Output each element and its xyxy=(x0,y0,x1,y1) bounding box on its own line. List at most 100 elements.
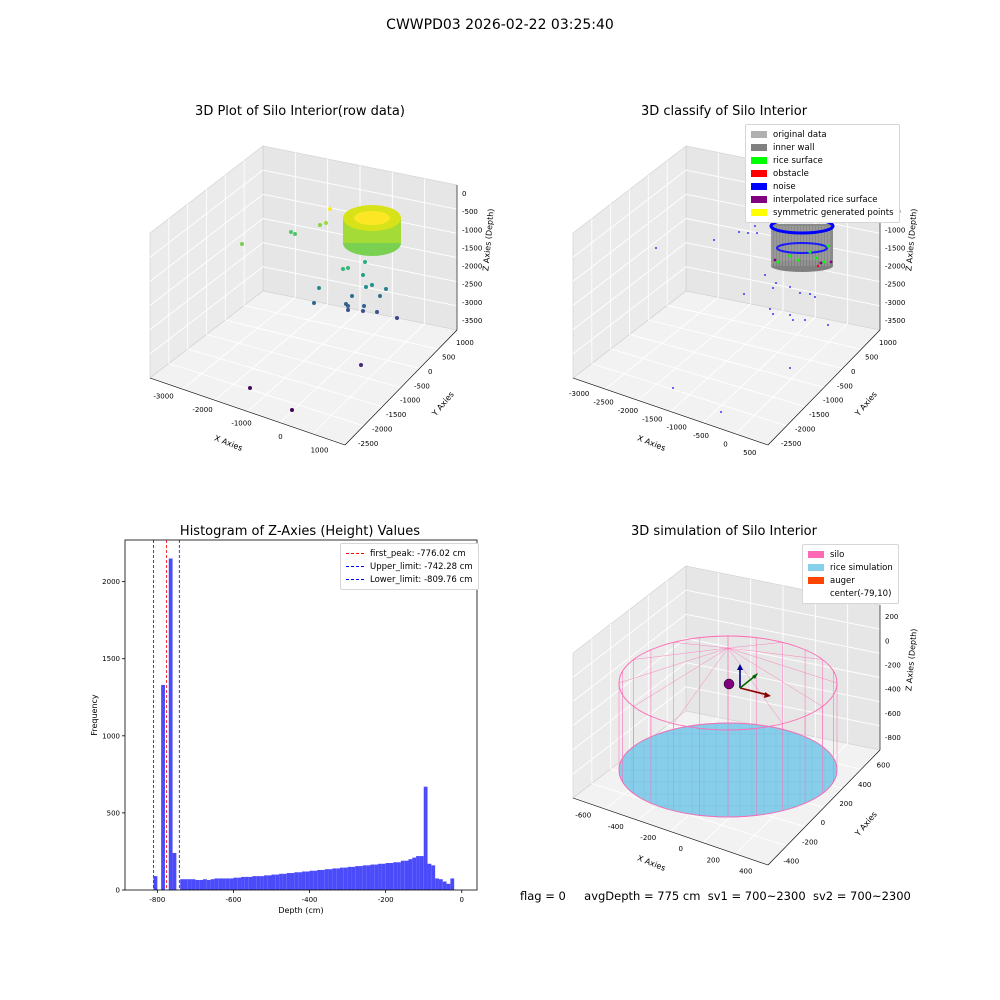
p1-data-point xyxy=(317,286,321,290)
p1-y-tick-label: -500 xyxy=(414,382,430,390)
histogram-y-tick-label: 1500 xyxy=(102,655,120,663)
p2-noise-point xyxy=(814,296,816,298)
histogram-bar xyxy=(233,877,238,890)
p1-y-tick-label: -1500 xyxy=(386,411,406,419)
p1-data-point xyxy=(346,304,350,308)
p4-x-axis-line xyxy=(572,797,769,866)
histogram-bar xyxy=(404,860,409,890)
histogram-bar xyxy=(313,870,318,890)
histogram-legend-swatch xyxy=(346,553,364,554)
histogram-bar xyxy=(336,868,341,890)
p2-noise-point xyxy=(799,292,801,294)
p2-legend-label: interpolated rice surface xyxy=(773,194,878,205)
p1-data-point xyxy=(346,308,350,312)
p2-legend-swatch xyxy=(751,144,767,151)
p4-z-axis-label: Z Axies (Depth) xyxy=(904,628,918,691)
histogram-bar xyxy=(385,863,390,890)
histogram-bar xyxy=(225,878,230,890)
histogram-y-tick-label: 1000 xyxy=(102,732,120,740)
panel2-title: 3D classify of Silo Interior xyxy=(640,104,808,119)
p2-legend-entry: original data xyxy=(751,128,894,141)
p4-center-y-arrow xyxy=(752,673,758,679)
p2-y-tick-label: -2000 xyxy=(795,425,815,433)
p2-y-axis-line xyxy=(767,329,881,446)
p4-x-axis-label: X Axies xyxy=(636,853,667,872)
histogram-bar xyxy=(301,871,306,890)
p4-y-tick-label: -400 xyxy=(783,857,799,865)
p4-silo-roof-line xyxy=(727,642,783,649)
histogram-bar xyxy=(256,876,261,890)
p4-legend-swatch xyxy=(808,590,824,597)
p4-z-tick-label: 0 xyxy=(885,637,889,645)
p2-legend-entry: obstacle xyxy=(751,167,894,180)
histogram-bar xyxy=(248,876,253,890)
p1-x-tick-label: 1000 xyxy=(311,446,329,454)
p2-rice-surface-point xyxy=(822,260,826,264)
p4-z-tick-label: 200 xyxy=(885,613,898,621)
p1-y-tick-label: 0 xyxy=(428,368,432,376)
p4-y-tick-label: 200 xyxy=(839,800,852,808)
p4-legend-swatch xyxy=(808,577,824,584)
p2-grid-line xyxy=(667,305,862,350)
histogram-bar xyxy=(172,852,177,890)
p1-data-point xyxy=(248,386,252,390)
p2-legend-entry: rice surface xyxy=(751,154,894,167)
p2-legend-swatch xyxy=(751,196,767,203)
histogram-legend-entry: first_peak: -776.02 cm xyxy=(346,547,473,560)
histogram-bar xyxy=(305,871,310,890)
p2-noise-point xyxy=(789,286,791,288)
sv2-text: sv2 = 700~2300 xyxy=(812,889,911,903)
histogram-x-tick-label: -800 xyxy=(149,896,165,904)
histogram-bar xyxy=(203,879,207,890)
p2-legend-label: inner wall xyxy=(773,142,815,153)
p4-silo-roof-line xyxy=(727,647,783,724)
p2-x-axis-label: X Axies xyxy=(636,433,667,452)
p2-x-tick-label: 500 xyxy=(743,449,756,457)
histogram-bar xyxy=(183,879,188,890)
p2-noise-point xyxy=(754,225,756,227)
histogram-legend-entry: Lower_limit: -809.76 cm xyxy=(346,573,473,586)
histogram-bar xyxy=(260,876,264,890)
p2-noise-point xyxy=(713,239,715,241)
histogram-plot xyxy=(122,539,478,893)
p1-data-point xyxy=(375,310,379,314)
p2-noise-point xyxy=(772,313,774,315)
p1-x-tick-label: 0 xyxy=(278,433,282,441)
p1-y-tick-label: -1000 xyxy=(400,397,420,405)
histogram-bar xyxy=(244,876,249,890)
histogram-bar xyxy=(324,869,329,890)
p2-noise-point xyxy=(775,282,777,284)
histogram-bar xyxy=(343,867,348,890)
p1-data-point xyxy=(364,285,368,289)
p1-data-point xyxy=(289,230,293,234)
histogram-bar xyxy=(362,865,367,890)
p1-silo-top xyxy=(354,211,390,225)
p2-legend-entry: interpolated rice surface xyxy=(751,193,894,206)
p4-legend-label: center(-79,10) xyxy=(830,588,892,599)
p2-y-tick-label: -2500 xyxy=(781,440,801,448)
p1-data-point xyxy=(350,294,354,298)
histogram-bar xyxy=(210,879,215,890)
p2-z-axis-label: Z Axies (Depth) xyxy=(904,208,918,271)
p1-data-point xyxy=(328,207,332,211)
histogram-legend-entry: Upper_limit: -742.28 cm xyxy=(346,560,473,573)
p2-legend-label: rice surface xyxy=(773,155,823,166)
p2-legend-entry: noise xyxy=(751,180,894,193)
histogram-bar xyxy=(168,558,173,890)
p1-z-tick-label: -500 xyxy=(462,208,478,216)
p4-z-tick-label: -800 xyxy=(885,734,901,742)
p1-data-point xyxy=(361,309,365,313)
p1-data-point xyxy=(293,232,297,236)
histogram-bar xyxy=(450,878,455,890)
histogram-bar xyxy=(355,866,360,890)
p1-x-axis-line xyxy=(149,377,346,446)
p1-y-tick-label: -2000 xyxy=(372,425,392,433)
p2-legend-swatch xyxy=(751,183,767,190)
histogram-bar xyxy=(431,865,436,890)
histogram-bar xyxy=(191,879,196,890)
p2-y-axis-label: Y Axies xyxy=(853,390,879,419)
histogram-bar xyxy=(381,863,386,890)
histogram-bar xyxy=(263,875,268,890)
panel4-legend: silo rice simulation auger center(-79,10) xyxy=(802,544,899,604)
p1-x-axis-label: X Axies xyxy=(213,433,244,452)
